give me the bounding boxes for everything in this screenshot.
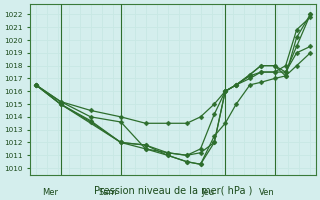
Text: Mer: Mer <box>42 188 58 197</box>
Text: Sam: Sam <box>99 188 117 197</box>
Text: Jeu: Jeu <box>202 188 215 197</box>
Text: Ven: Ven <box>259 188 275 197</box>
X-axis label: Pression niveau de la mer( hPa ): Pression niveau de la mer( hPa ) <box>94 186 252 196</box>
